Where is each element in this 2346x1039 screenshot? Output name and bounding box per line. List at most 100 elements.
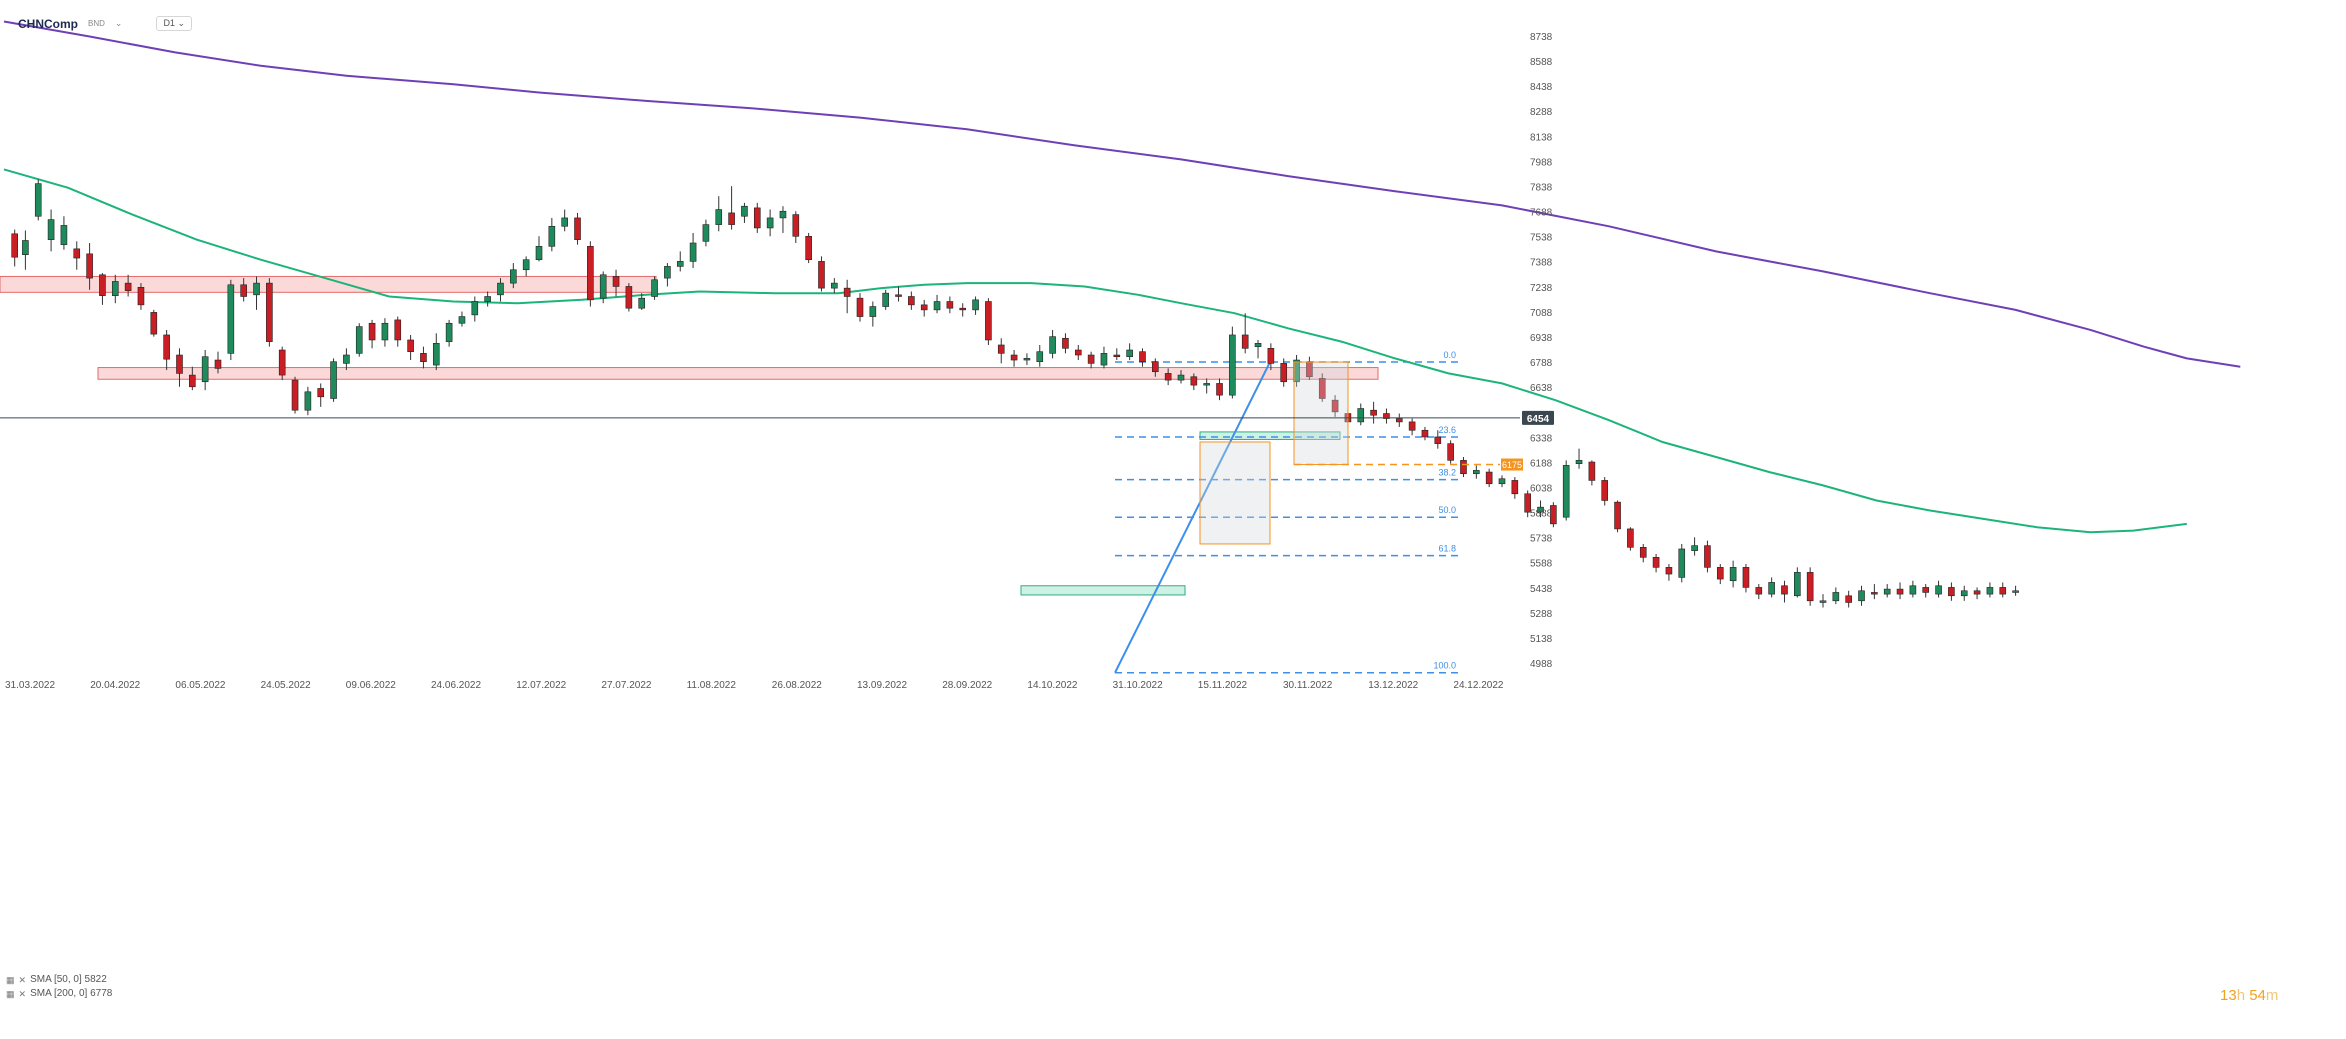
candle-body[interactable] — [1036, 351, 1044, 363]
candle-body[interactable] — [1139, 351, 1146, 363]
candle-body[interactable] — [959, 307, 967, 311]
candle-body[interactable] — [355, 326, 363, 354]
candle-body[interactable] — [1511, 480, 1519, 495]
candle-body[interactable] — [497, 282, 504, 296]
candle-body[interactable] — [510, 269, 517, 284]
candle-body[interactable] — [1601, 480, 1609, 501]
candle-body[interactable] — [1216, 383, 1223, 396]
candle-body[interactable] — [137, 287, 145, 306]
candle-body[interactable] — [86, 253, 93, 279]
candle-body[interactable] — [574, 217, 581, 240]
candle-body[interactable] — [1704, 545, 1711, 568]
candle-body[interactable] — [1023, 358, 1031, 361]
candle-body[interactable] — [278, 349, 286, 376]
candle-body[interactable] — [2012, 590, 2019, 593]
candle-body[interactable] — [843, 287, 851, 297]
candle-body[interactable] — [599, 274, 607, 299]
candle-body[interactable] — [291, 379, 299, 411]
candle-body[interactable] — [741, 205, 748, 217]
candle-body[interactable] — [1485, 471, 1493, 485]
candle-body[interactable] — [1331, 399, 1339, 413]
candle-body[interactable] — [1524, 493, 1531, 513]
candle-body[interactable] — [1832, 592, 1840, 602]
candle-body[interactable] — [368, 322, 376, 341]
candle-body[interactable] — [535, 246, 543, 261]
candle-body[interactable] — [1806, 572, 1814, 602]
candle-body[interactable] — [1845, 595, 1852, 603]
consolidation-box[interactable] — [1199, 441, 1271, 545]
candle-body[interactable] — [1768, 582, 1775, 595]
candle-body[interactable] — [548, 225, 556, 247]
candle-body[interactable] — [1177, 374, 1185, 381]
candle-body[interactable] — [1794, 572, 1801, 597]
candle-body[interactable] — [1498, 478, 1506, 485]
legend-item-sma50[interactable]: ▦ ✕ SMA [50, 0] 5822 — [6, 973, 112, 987]
candle-body[interactable] — [664, 266, 671, 279]
candle-body[interactable] — [1755, 587, 1763, 595]
sma50-line[interactable] — [3, 168, 2187, 534]
candle-body[interactable] — [1922, 587, 1930, 593]
candle-body[interactable] — [638, 297, 646, 309]
candle-body[interactable] — [1190, 376, 1198, 386]
candle-body[interactable] — [111, 281, 119, 296]
candle-body[interactable] — [1383, 413, 1390, 419]
candle-body[interactable] — [1883, 588, 1891, 595]
candle-body[interactable] — [1999, 587, 2007, 595]
candle-body[interactable] — [1639, 546, 1647, 558]
candle-body[interactable] — [1562, 465, 1570, 518]
candle-body[interactable] — [420, 353, 427, 363]
candle-body[interactable] — [1010, 354, 1018, 361]
candle-body[interactable] — [895, 294, 902, 297]
candle-body[interactable] — [676, 261, 684, 267]
candle-body[interactable] — [1473, 470, 1480, 475]
candle-body[interactable] — [189, 374, 196, 388]
candle-body[interactable] — [253, 282, 260, 296]
candle-body[interactable] — [73, 248, 81, 259]
candle-body[interactable] — [1742, 567, 1750, 588]
candle-body[interactable] — [753, 207, 761, 229]
candle-body[interactable] — [818, 261, 825, 289]
candle-body[interactable] — [34, 183, 42, 217]
candle-body[interactable] — [779, 210, 787, 219]
candle-body[interactable] — [1254, 343, 1262, 347]
candle-body[interactable] — [1074, 349, 1082, 356]
candle-body[interactable] — [330, 361, 337, 399]
candle-body[interactable] — [1716, 567, 1724, 580]
candle-body[interactable] — [304, 391, 312, 411]
candle-body[interactable] — [1164, 373, 1172, 381]
candle-body[interactable] — [1421, 429, 1429, 438]
candle-body[interactable] — [1871, 592, 1878, 595]
candle-body[interactable] — [381, 322, 389, 341]
candle-body[interactable] — [1665, 567, 1673, 575]
candle-body[interactable] — [227, 284, 235, 354]
candle-body[interactable] — [933, 301, 941, 311]
candle-body[interactable] — [1318, 378, 1326, 399]
candle-body[interactable] — [47, 219, 55, 240]
candle-body[interactable] — [1729, 567, 1737, 582]
candle-body[interactable] — [831, 282, 838, 289]
candle-body[interactable] — [766, 217, 774, 229]
candle-body[interactable] — [176, 354, 183, 374]
candle-body[interactable] — [612, 276, 620, 287]
candle-body[interactable] — [651, 279, 658, 297]
candle-body[interactable] — [1113, 354, 1121, 357]
candle-body[interactable] — [728, 212, 735, 225]
candle-body[interactable] — [163, 334, 170, 360]
candle-body[interactable] — [1434, 436, 1442, 444]
candle-body[interactable] — [1126, 349, 1133, 357]
candle-body[interactable] — [1152, 361, 1159, 373]
candle-body[interactable] — [1370, 409, 1377, 416]
candle-body[interactable] — [1960, 590, 1968, 597]
candle-body[interactable] — [702, 224, 710, 242]
candle-body[interactable] — [522, 259, 530, 271]
support-zone[interactable] — [1199, 431, 1341, 440]
candle-body[interactable] — [587, 246, 594, 301]
candle-body[interactable] — [1973, 590, 1981, 595]
close-icon[interactable]: ✕ — [18, 975, 27, 985]
legend-item-sma200[interactable]: ▦ ✕ SMA [200, 0] 6778 — [6, 987, 112, 1001]
candle-body[interactable] — [1575, 460, 1583, 464]
symbol-name[interactable]: CHNComp — [18, 16, 78, 31]
candle-body[interactable] — [1858, 590, 1865, 602]
candle-body[interactable] — [266, 282, 273, 342]
candle-body[interactable] — [561, 217, 568, 227]
